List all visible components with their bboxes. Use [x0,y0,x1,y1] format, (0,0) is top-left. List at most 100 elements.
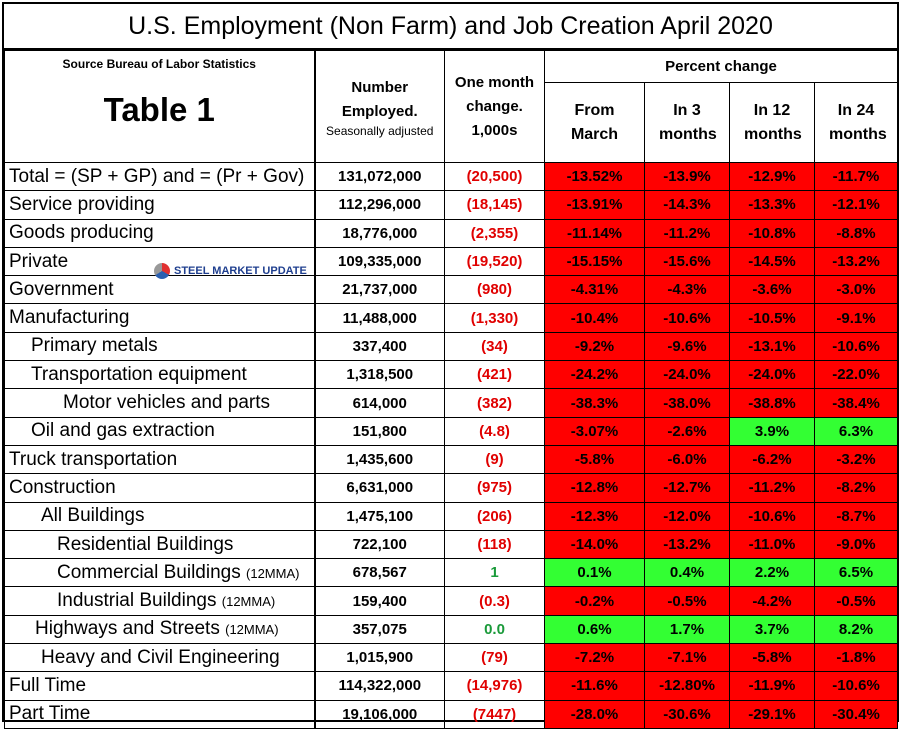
percent-change: -2.6% [644,416,730,446]
row-label-cell: Total = (SP + GP) and = (Pr + Gov) [4,161,316,192]
row-note: (12MMA) [225,622,279,638]
percent-change: -3.0% [813,275,899,305]
header-note: 1,000s [471,121,518,139]
row-label: Government [9,278,114,300]
row: Residential Buildings 722,100 (118) -14.0% -… [4,529,899,560]
percent-change: -5.8% [729,643,815,673]
employed: 131,072,000 [314,161,445,192]
row: Part Time 19,106,000 (7447) -28.0% -30.6% -29… [4,699,899,729]
row-label-cell: Highways and Streets (12MMA) [4,614,316,645]
percent-change: -7.1% [644,643,730,673]
percent-change: -10.8% [729,218,815,248]
row-label-cell: Truck transportation [4,444,316,475]
row-label: Part Time [9,703,91,725]
period-header: In 3 months [644,82,730,163]
employed: 678,567 [314,558,445,588]
header-note: Seasonally adjusted [326,123,434,138]
percent-change: -12.9% [729,161,815,192]
table: Source Bureau of Labor Statistics Table … [4,50,899,729]
percent-change: -11.0% [729,529,815,560]
row-label: Oil and gas extraction [31,420,215,442]
change: (20,500) [444,161,545,192]
percent-change: -9.6% [644,331,730,362]
change: (18,145) [444,190,545,220]
row-label: Heavy and Civil Engineering [41,646,280,668]
change: (9) [444,444,545,475]
percent-change: -3.07% [544,416,645,446]
percent-change: -8.8% [813,218,899,248]
period-header: In 12 months [729,82,815,163]
row-label-cell: Construction [4,473,316,503]
percent-change: -10.5% [729,303,815,333]
row: Private 109,335,000 (19,520) -15.15% -15.6% -… [4,246,899,277]
employed: 1,318,500 [314,360,445,390]
change: 1 [444,558,545,588]
row-label-cell: Full Time [4,671,316,701]
percent-change: -12.1% [813,190,899,220]
change: (4.8) [444,416,545,446]
percent-change: -15.6% [644,246,730,277]
percent-change: -13.1% [729,331,815,362]
change: (1,330) [444,303,545,333]
row-label: Primary metals [31,335,158,357]
employed: 6,631,000 [314,473,445,503]
employed: 21,737,000 [314,275,445,305]
percent-change: -11.2% [644,218,730,248]
percent-change: -4.31% [544,275,645,305]
row-label-cell: Oil and gas extraction [4,416,316,446]
percent-change: -10.6% [644,303,730,333]
percent-change: -30.6% [644,699,730,729]
logo-icon [154,263,170,279]
percent-change: -0.5% [644,586,730,616]
percent-change: -12.0% [644,501,730,531]
percent-change: -10.6% [729,501,815,531]
row-label: Industrial Buildings [57,590,217,612]
row-label: Total = (SP + GP) and = (Pr + Gov) [9,165,305,187]
change: (2,355) [444,218,545,248]
percent-change: -30.4% [813,699,899,729]
title: U.S. Employment (Non Farm) and Job Creat… [4,4,897,50]
percent-change: -13.2% [813,246,899,277]
employed: 337,400 [314,331,445,362]
percent-change: -5.8% [544,444,645,475]
change: (421) [444,360,545,390]
row-label-cell: Service providing [4,190,316,220]
percent-change: -0.5% [813,586,899,616]
row-label-cell: Residential Buildings [4,529,316,560]
percent-change: -24.0% [729,360,815,390]
percent-change: -0.2% [544,586,645,616]
percent-change: -24.2% [544,360,645,390]
row-label-cell: Government [4,275,316,305]
employed: 114,322,000 [314,671,445,701]
percent-change: -38.8% [729,388,815,418]
percent-change: -13.9% [644,161,730,192]
employed: 1,475,100 [314,501,445,531]
percent-change: 6.5% [813,558,899,588]
row: Manufacturing 11,488,000 (1,330) -10.4% -10.… [4,303,899,333]
percent-change: -13.91% [544,190,645,220]
percent-change: -8.7% [813,501,899,531]
row: Motor vehicles and parts 614,000 (382) -38.… [4,388,899,418]
header-row: Source Bureau of Labor Statistics Table … [4,50,899,163]
table-label: Table 1 [103,91,215,128]
percent-change: 3.7% [729,614,815,645]
percent-change: -13.3% [729,190,815,220]
percent-change: -29.1% [729,699,815,729]
employed: 159,400 [314,586,445,616]
row: Commercial Buildings (12MMA) 678,567 1 0.1%… [4,558,899,588]
employed: 11,488,000 [314,303,445,333]
logo: STEEL MARKET UPDATE [154,263,307,279]
row-label-cell: Part Time [4,699,316,729]
row-label: Goods producing [9,222,154,244]
percent-change: 6.3% [813,416,899,446]
row-label-cell: Heavy and Civil Engineering [4,643,316,673]
row-label-cell: Motor vehicles and parts [4,388,316,418]
row: Construction 6,631,000 (975) -12.8% -12.7% -1… [4,473,899,503]
percent-change: 2.2% [729,558,815,588]
row-label: Transportation equipment [31,363,247,385]
row: Primary metals 337,400 (34) -9.2% -9.6% -13.1… [4,331,899,362]
row-label-cell: Transportation equipment [4,360,316,390]
change: (980) [444,275,545,305]
row-label: Commercial Buildings [57,561,241,583]
change: (7447) [444,699,545,729]
